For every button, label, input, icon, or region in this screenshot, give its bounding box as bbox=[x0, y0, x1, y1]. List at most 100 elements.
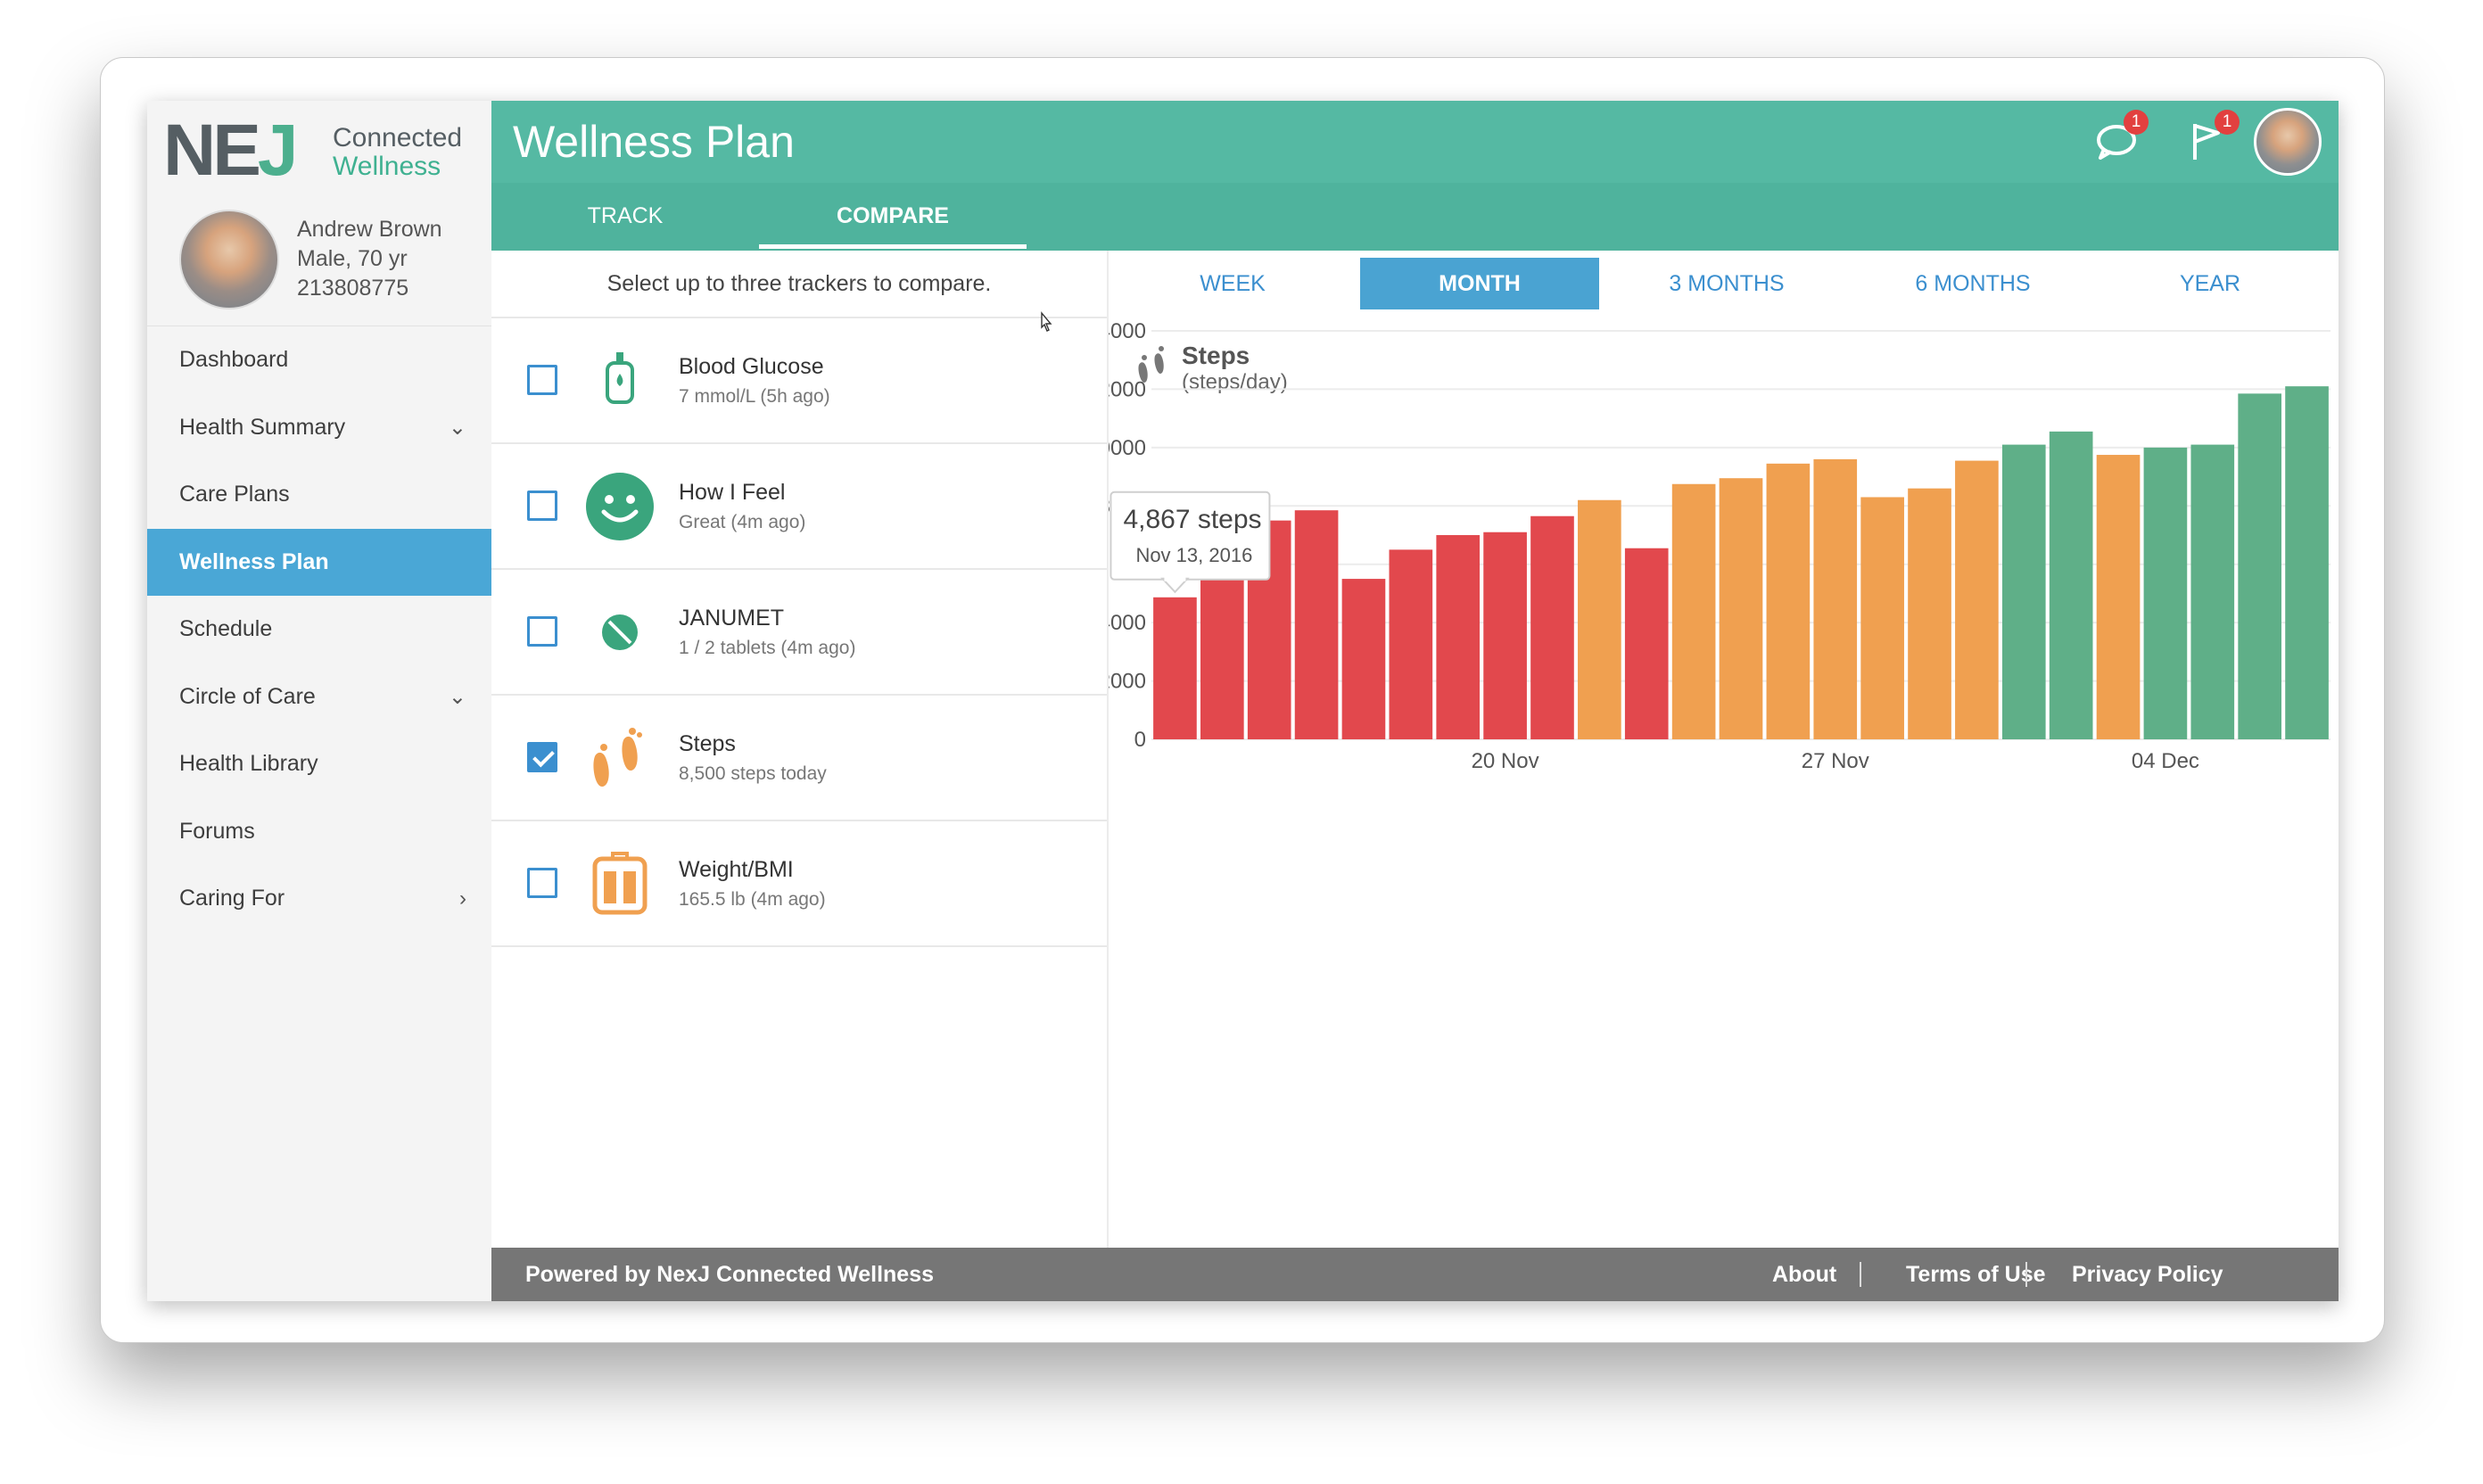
app-window: NEJ Connected Wellness Andrew Brown Male… bbox=[100, 57, 2385, 1343]
sidebar-item-label: Schedule bbox=[179, 616, 273, 641]
chart-bar bbox=[1530, 515, 1574, 739]
tracker-checkbox[interactable] bbox=[527, 868, 557, 898]
chart-bar bbox=[1813, 458, 1858, 739]
smiley-icon bbox=[582, 469, 657, 544]
chart-bar bbox=[1671, 483, 1716, 739]
range-6-months[interactable]: 6 MONTHS bbox=[1915, 271, 2031, 296]
tracker-subtitle: 7 mmol/L (5h ago) bbox=[679, 386, 830, 407]
tracker-row-janumet[interactable]: JANUMET 1 / 2 tablets (4m ago) bbox=[491, 570, 1107, 696]
y-tick-label: 14000 bbox=[1109, 319, 1146, 343]
tracker-subtitle: 165.5 lb (4m ago) bbox=[679, 889, 826, 910]
privacy-link[interactable]: Privacy Policy bbox=[2072, 1262, 2223, 1287]
header-avatar[interactable] bbox=[2254, 108, 2322, 176]
chart-bar bbox=[2001, 444, 2046, 739]
range-month[interactable]: MONTH bbox=[1360, 258, 1599, 309]
sidebar-item-label: Wellness Plan bbox=[179, 548, 329, 574]
chart-bar bbox=[2238, 393, 2282, 739]
sidebar-item-label: Circle of Care bbox=[179, 683, 316, 709]
tracker-name: Blood Glucose bbox=[679, 354, 824, 379]
chart-bar bbox=[1766, 463, 1811, 739]
sidebar-item-health-summary[interactable]: Health Summary ⌄ bbox=[147, 394, 491, 462]
range-year[interactable]: YEAR bbox=[2179, 271, 2241, 296]
brand-line-1: Connected bbox=[333, 123, 463, 153]
x-tick-label: 27 Nov bbox=[1802, 749, 1869, 773]
chart-bar bbox=[1483, 532, 1527, 739]
tracker-checkbox[interactable] bbox=[527, 365, 557, 395]
tab-track[interactable]: TRACK bbox=[587, 203, 664, 228]
tracker-checkbox[interactable] bbox=[527, 616, 557, 647]
tracker-checkbox[interactable] bbox=[527, 742, 557, 772]
user-avatar bbox=[179, 210, 279, 309]
chart-bar bbox=[2096, 455, 2141, 739]
y-tick-label: 0 bbox=[1134, 728, 1146, 752]
tracker-list: Blood Glucose 7 mmol/L (5h ago) How I Feel… bbox=[491, 318, 1107, 947]
sidebar-item-dashboard[interactable]: Dashboard bbox=[147, 326, 491, 394]
sidebar-item-health-library[interactable]: Health Library bbox=[147, 730, 491, 798]
tab-compare[interactable]: COMPARE bbox=[759, 183, 1027, 249]
sidebar-item-label: Health Library bbox=[179, 751, 318, 776]
logo-mark: NE bbox=[163, 110, 261, 191]
sidebar-item-forums[interactable]: Forums bbox=[147, 798, 491, 866]
chevron-right-icon[interactable]: › bbox=[459, 886, 466, 911]
messages-button[interactable]: 1 bbox=[2091, 110, 2149, 165]
range-3-months[interactable]: 3 MONTHS bbox=[1669, 271, 1785, 296]
tracker-name: Weight/BMI bbox=[679, 857, 794, 882]
sidebar-item-label: Care Plans bbox=[179, 482, 290, 507]
user-id: 213808775 bbox=[297, 276, 409, 301]
x-tick-label: 20 Nov bbox=[1472, 749, 1539, 773]
flag-icon bbox=[2193, 124, 2220, 160]
scale-icon bbox=[582, 846, 657, 921]
footer-divider bbox=[1860, 1262, 1861, 1287]
compare-hint: Select up to three trackers to compare. bbox=[491, 251, 1107, 318]
flags-badge: 1 bbox=[2215, 110, 2240, 135]
messages-badge: 1 bbox=[2124, 110, 2149, 135]
tab-bar: TRACK COMPARE bbox=[491, 183, 2339, 252]
range-week[interactable]: WEEK bbox=[1200, 271, 1266, 296]
terms-link[interactable]: Terms of Use bbox=[1906, 1262, 2046, 1287]
chart-title: Steps bbox=[1182, 342, 1250, 369]
user-details: Male, 70 yr bbox=[297, 246, 408, 271]
wellness-app: NEJ Connected Wellness Andrew Brown Male… bbox=[147, 101, 2339, 1301]
tracker-subtitle: 1 / 2 tablets (4m ago) bbox=[679, 638, 856, 658]
sidebar-item-label: Health Summary bbox=[179, 414, 346, 440]
chart-bar bbox=[1908, 488, 1951, 739]
chart-bar bbox=[1389, 549, 1433, 739]
chart-unit: (steps/day) bbox=[1182, 370, 1288, 394]
chart-bar bbox=[1436, 535, 1481, 739]
powered-by: Powered by NexJ Connected Wellness bbox=[525, 1262, 935, 1287]
about-link[interactable]: About bbox=[1772, 1262, 1837, 1287]
tracker-row-how-i-feel[interactable]: How I Feel Great (4m ago) bbox=[491, 444, 1107, 570]
sidebar-item-circle-of-care[interactable]: Circle of Care ⌄ bbox=[147, 664, 491, 731]
tracker-row-steps[interactable]: Steps 8,500 steps today bbox=[491, 696, 1107, 821]
chart-bar bbox=[2049, 431, 2093, 739]
y-tick-label: 4000 bbox=[1109, 611, 1146, 635]
tracker-name: JANUMET bbox=[679, 606, 785, 631]
nexj-logo: NEJ Connected Wellness bbox=[163, 110, 484, 191]
chart-bar bbox=[1955, 460, 1999, 739]
sidebar-item-schedule[interactable]: Schedule bbox=[147, 596, 491, 664]
y-tick-label: 10000 bbox=[1109, 436, 1146, 460]
chat-icon bbox=[2097, 125, 2136, 160]
sidebar-item-wellness-plan[interactable]: Wellness Plan bbox=[147, 528, 491, 596]
flags-button[interactable]: 1 bbox=[2182, 110, 2240, 165]
sidebar-item-label: Forums bbox=[179, 818, 255, 844]
chart-bar bbox=[2285, 386, 2329, 739]
chevron-down-icon[interactable]: ⌄ bbox=[448, 415, 466, 440]
sidebar-item-care-plans[interactable]: Care Plans bbox=[147, 461, 491, 529]
tracker-checkbox[interactable] bbox=[527, 491, 557, 521]
sidebar-item-label: Caring For bbox=[179, 886, 285, 911]
chevron-down-icon[interactable]: ⌄ bbox=[448, 684, 466, 709]
tracker-row-weight-bmi[interactable]: Weight/BMI 165.5 lb (4m ago) bbox=[491, 821, 1107, 947]
chart-bar bbox=[1860, 497, 1904, 739]
pill-icon bbox=[582, 595, 657, 670]
tooltip-pointer-mask bbox=[1164, 576, 1186, 581]
tooltip-date: Nov 13, 2016 bbox=[1135, 544, 1252, 566]
footer-divider bbox=[2025, 1262, 2027, 1287]
chart-bar bbox=[1294, 510, 1339, 739]
tooltip-box bbox=[1110, 491, 1271, 581]
tracker-row-blood-glucose[interactable]: Blood Glucose 7 mmol/L (5h ago) bbox=[491, 318, 1107, 444]
sidebar-item-caring-for[interactable]: Caring For › bbox=[147, 865, 491, 933]
chart-bar bbox=[2190, 444, 2235, 739]
y-tick-label: 12000 bbox=[1109, 377, 1146, 401]
